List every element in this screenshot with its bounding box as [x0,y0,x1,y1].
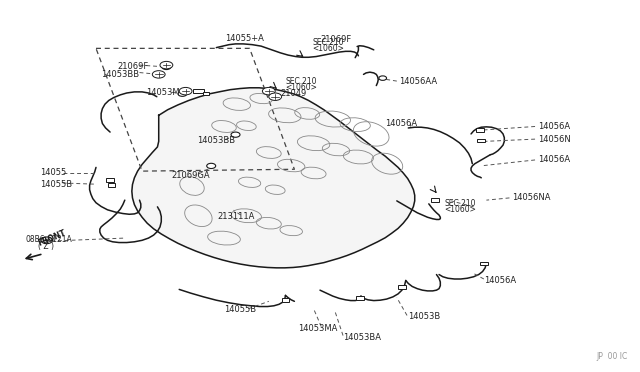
Text: 14056AA: 14056AA [399,77,438,86]
Circle shape [160,61,173,69]
Text: 14053B: 14053B [408,312,440,321]
Text: SEC.210: SEC.210 [444,199,476,208]
Circle shape [45,239,49,241]
Circle shape [207,163,216,169]
Text: 213111A: 213111A [218,212,255,221]
Bar [282,298,289,302]
Circle shape [262,87,275,95]
Text: <1060>: <1060> [312,44,344,53]
Bar [398,285,406,289]
Text: 14056NA: 14056NA [512,193,550,202]
Circle shape [178,91,187,96]
Bar [193,89,204,93]
Text: <1060>: <1060> [444,205,476,214]
Text: 14056A: 14056A [538,122,570,131]
Text: 14056A: 14056A [538,155,570,164]
Text: 14053MA: 14053MA [298,324,338,333]
Text: 14056N: 14056N [538,135,570,144]
Circle shape [41,237,52,244]
Text: 14055+A: 14055+A [225,34,264,43]
Text: 14053M: 14053M [146,88,180,97]
Bar [203,92,209,95]
Text: ( Z ): ( Z ) [38,242,54,251]
Text: FRONT: FRONT [37,228,68,248]
Circle shape [231,132,240,137]
Text: 14055B: 14055B [224,305,256,314]
Text: <1060>: <1060> [285,83,317,92]
Polygon shape [132,88,415,268]
Circle shape [379,76,387,80]
Bar [480,262,488,265]
Text: 21069GA: 21069GA [172,171,210,180]
Text: SEC.210: SEC.210 [312,38,344,47]
Text: 14056A: 14056A [484,276,516,285]
Circle shape [152,71,165,78]
Text: 08B6-6121A: 08B6-6121A [26,235,72,244]
Bar [106,178,114,182]
Bar [431,198,439,202]
Text: 21069F: 21069F [320,35,351,44]
Text: 14055: 14055 [40,168,66,177]
Bar [477,139,485,142]
Text: 21049: 21049 [280,89,307,98]
Text: JP  00 IC: JP 00 IC [596,352,627,361]
Bar [476,128,484,132]
Text: 14053BB: 14053BB [101,70,140,79]
Text: 14053BB: 14053BB [197,136,236,145]
Text: 14056A: 14056A [385,119,417,128]
Bar [108,183,115,187]
Circle shape [179,87,192,95]
Text: SEC.210: SEC.210 [285,77,317,86]
Text: 14053BA: 14053BA [343,333,381,341]
Text: 14055B: 14055B [40,180,72,189]
Text: 21069F: 21069F [117,62,148,71]
Bar [356,296,364,300]
Circle shape [269,93,282,100]
Circle shape [162,64,171,70]
Circle shape [154,72,163,77]
